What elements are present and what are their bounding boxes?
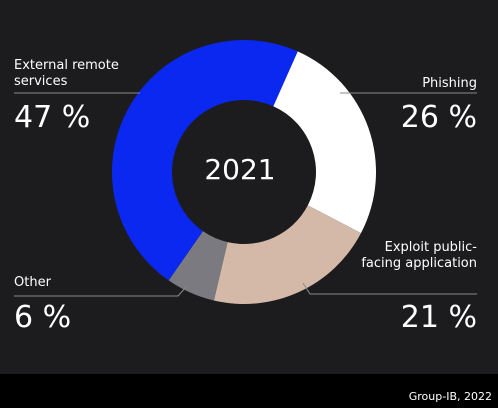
legend-label-phishing: Phishing [422,76,477,91]
percent-exploit-public-facing-application: 21 % [400,300,477,335]
percent-phishing: 26 % [400,100,477,135]
legend-label-exploit-public-facing-application: Exploit public-facing application [361,240,477,271]
leader-other [14,286,187,297]
donut-chart [14,39,477,304]
source-credit: Group-IB, 2022 [408,390,492,403]
slice-exploit-public-facing-application [213,205,361,304]
percent-external-remote-services: 47 % [14,100,91,135]
legend-label-external-remote-services: External remote services [14,58,119,89]
center-year-label: 2021 [204,153,276,186]
legend-label-other: Other [14,275,51,290]
leader-exploit-public-facing-application [302,282,477,295]
slice-external-remote-services [111,39,298,281]
slice-other [168,231,228,301]
percent-other: 6 % [14,300,72,335]
slice-phishing [273,51,377,234]
